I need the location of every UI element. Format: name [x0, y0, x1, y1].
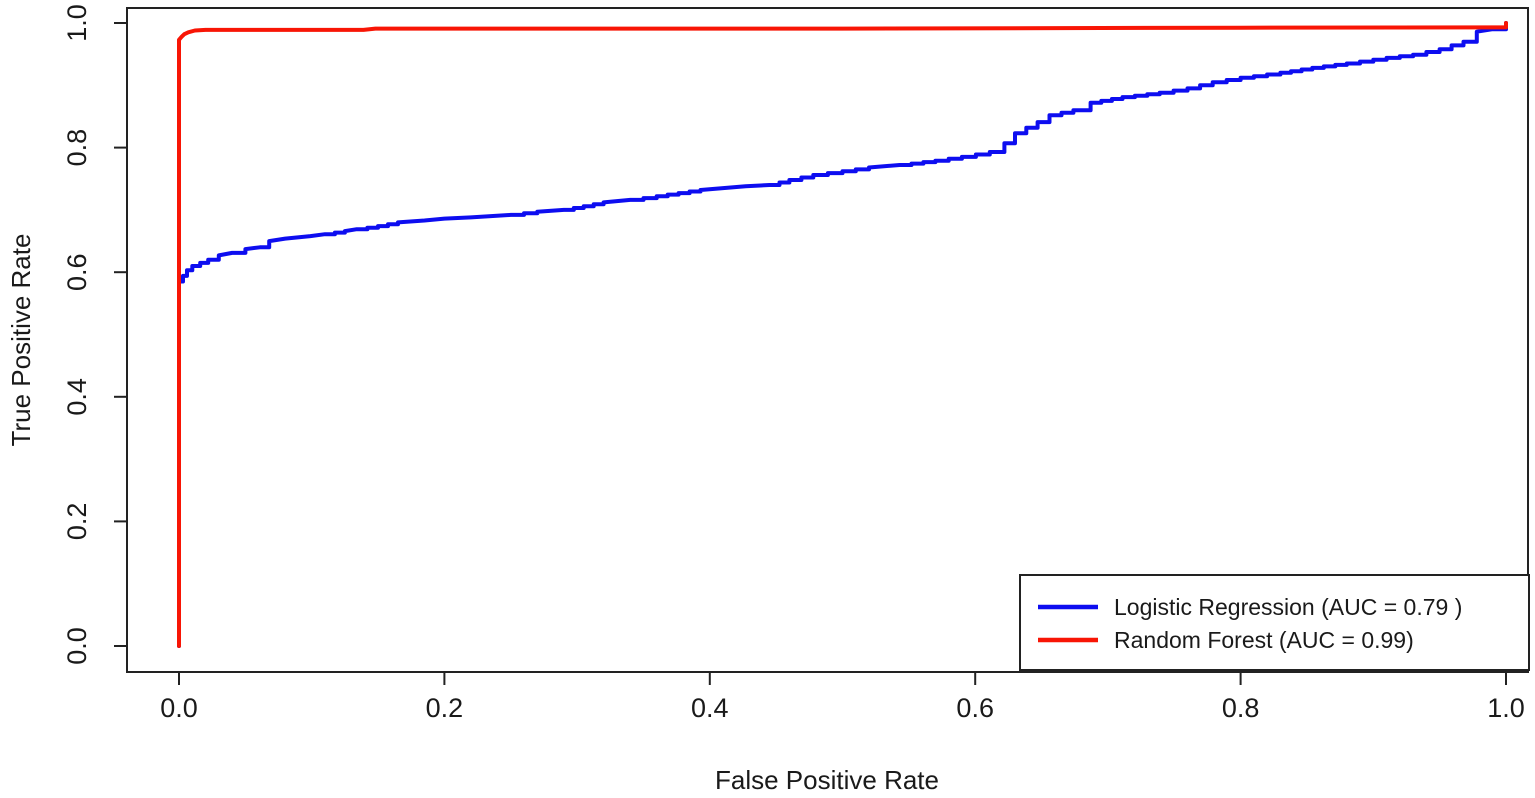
y-tick-label: 0.8 [62, 129, 92, 167]
x-axis-ticks: 0.0 0.2 0.4 0.6 0.8 1.0 [160, 672, 1525, 723]
y-tick-label: 1.0 [62, 4, 92, 42]
x-tick-label: 1.0 [1487, 693, 1525, 723]
y-axis-title: True Positive Rate [6, 234, 36, 447]
legend: Logistic Regression (AUC = 0.79 ) Random… [1019, 574, 1530, 671]
x-tick-label: 0.0 [160, 693, 198, 723]
legend-box [1019, 574, 1530, 671]
roc-curve-random-forest [177, 21, 1508, 648]
y-tick-label: 0.2 [62, 503, 92, 541]
legend-label-logistic-regression: Logistic Regression (AUC = 0.79 ) [1114, 594, 1462, 620]
y-tick-label: 0.0 [62, 627, 92, 665]
y-axis-ticks: 0.0 0.2 0.4 0.6 0.8 1.0 [62, 4, 127, 665]
x-tick-label: 0.2 [426, 693, 464, 723]
x-axis-title: False Positive Rate [715, 765, 939, 795]
y-tick-label: 0.4 [62, 378, 92, 416]
x-tick-label: 0.6 [956, 693, 994, 723]
x-tick-label: 0.8 [1222, 693, 1260, 723]
y-tick-label: 0.6 [62, 253, 92, 291]
x-tick-label: 0.4 [691, 693, 729, 723]
legend-label-random-forest: Random Forest (AUC = 0.99) [1114, 627, 1414, 653]
plot-area-border [126, 7, 1529, 673]
roc-curve-logistic-regression [177, 21, 1508, 648]
